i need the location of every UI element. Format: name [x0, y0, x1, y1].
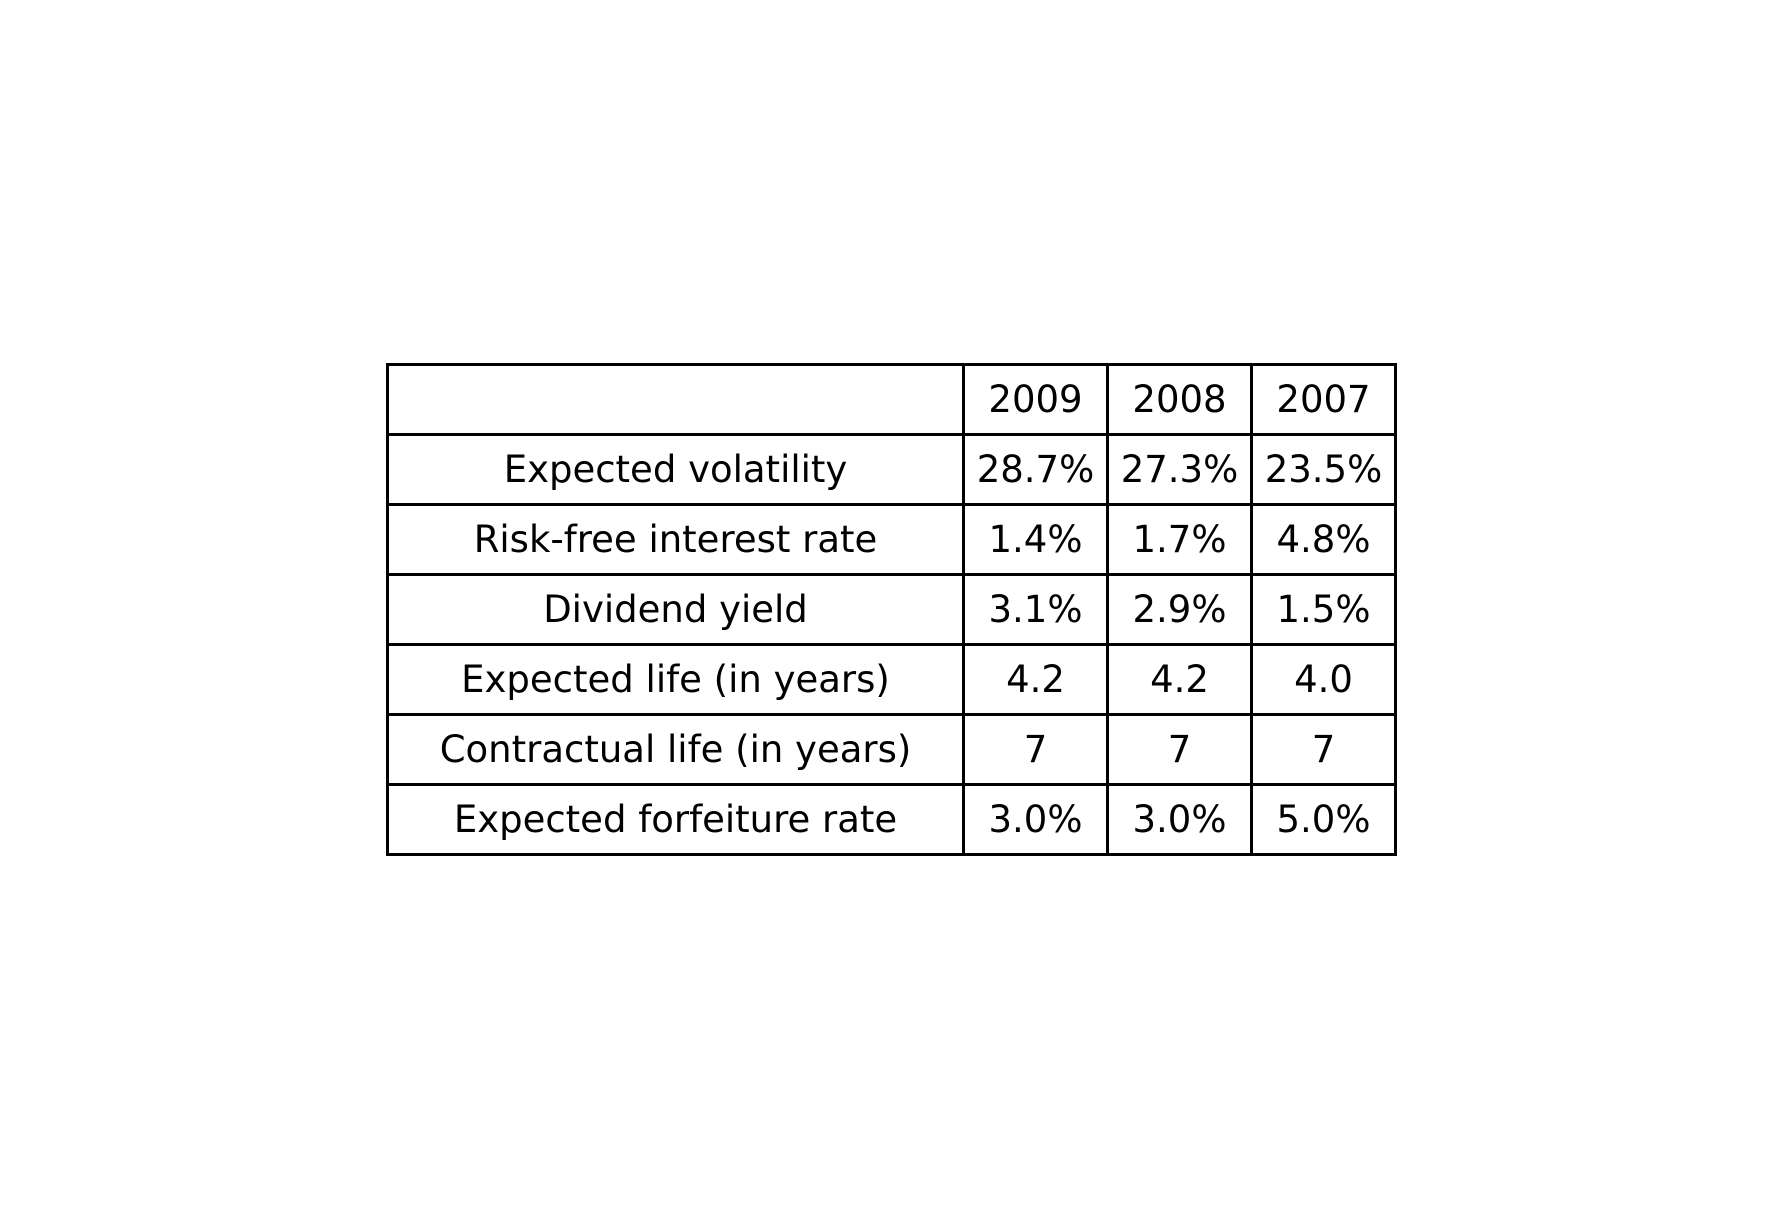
table-row: Expected life (in years) 4.2 4.2 4.0 [386, 643, 1397, 716]
header-row: 2009 2008 2007 [386, 363, 1397, 436]
row-label: Expected forfeiture rate [386, 783, 965, 856]
table-cell: 1.4% [962, 503, 1109, 576]
row-label: Expected volatility [386, 433, 965, 506]
table-cell: 3.0% [1106, 783, 1253, 856]
table-cell: 7 [962, 713, 1109, 786]
row-label: Contractual life (in years) [386, 713, 965, 786]
table-cell: 4.2 [962, 643, 1109, 716]
table-cell: 1.7% [1106, 503, 1253, 576]
table-cell: 7 [1250, 713, 1397, 786]
table-row: Expected volatility 28.7% 27.3% 23.5% [386, 433, 1397, 506]
table-cell: 7 [1106, 713, 1253, 786]
table-row: Dividend yield 3.1% 2.9% 1.5% [386, 573, 1397, 646]
row-label: Dividend yield [386, 573, 965, 646]
header-cell-2007: 2007 [1250, 363, 1397, 436]
table-cell: 3.0% [962, 783, 1109, 856]
table-cell: 4.2 [1106, 643, 1253, 716]
table-cell: 4.0 [1250, 643, 1397, 716]
table-cell: 3.1% [962, 573, 1109, 646]
assumptions-table: 2009 2008 2007 Expected volatility 28.7%… [386, 363, 1397, 856]
row-label: Expected life (in years) [386, 643, 965, 716]
header-cell-2008: 2008 [1106, 363, 1253, 436]
table-cell: 2.9% [1106, 573, 1253, 646]
table-cell: 23.5% [1250, 433, 1397, 506]
table-cell: 28.7% [962, 433, 1109, 506]
table-cell: 27.3% [1106, 433, 1253, 506]
table-cell: 5.0% [1250, 783, 1397, 856]
table-cell: 1.5% [1250, 573, 1397, 646]
header-cell-blank [386, 363, 965, 436]
table-row: Risk-free interest rate 1.4% 1.7% 4.8% [386, 503, 1397, 576]
header-cell-2009: 2009 [962, 363, 1109, 436]
table-row: Contractual life (in years) 7 7 7 [386, 713, 1397, 786]
table-cell: 4.8% [1250, 503, 1397, 576]
row-label: Risk-free interest rate [386, 503, 965, 576]
table-row: Expected forfeiture rate 3.0% 3.0% 5.0% [386, 783, 1397, 856]
